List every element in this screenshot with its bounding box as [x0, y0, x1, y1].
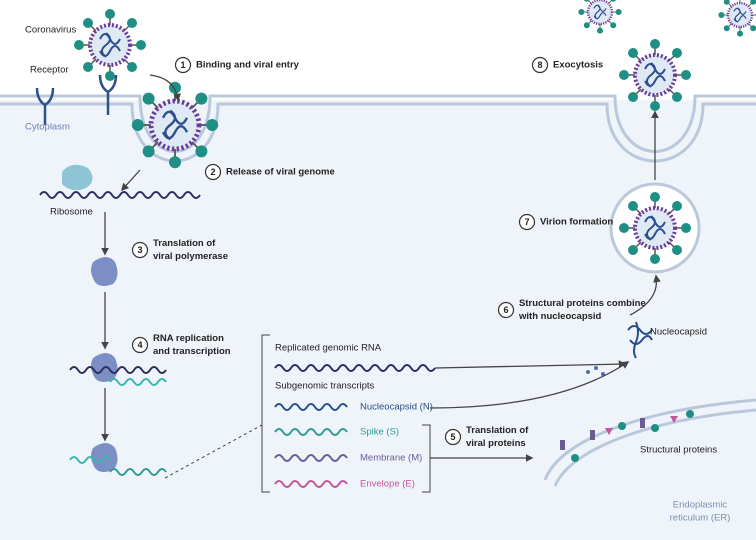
- rna: [109, 468, 167, 476]
- label: Structural proteins: [640, 445, 717, 456]
- step-circle: [131, 241, 149, 259]
- transcript-label: Spike (S): [360, 427, 399, 438]
- label: Coronavirus: [25, 25, 76, 36]
- label: Ribosome: [50, 207, 93, 218]
- receptors: [35, 74, 118, 125]
- step-circle: [174, 56, 192, 74]
- transcript-label: Nucleocapsid (N): [360, 402, 433, 413]
- dots: [586, 366, 605, 376]
- step-text: Binding and viral entry: [196, 60, 300, 71]
- step-circle: [444, 428, 462, 446]
- step-circle: [204, 163, 222, 181]
- step-number: 7: [524, 217, 529, 227]
- step-text: Virion formation: [540, 217, 613, 228]
- step-number: 8: [537, 60, 542, 70]
- step-number: 6: [503, 305, 508, 315]
- step-text: viral polymerase: [153, 251, 228, 262]
- rna: [109, 378, 167, 386]
- label: Nucleocapsid: [650, 327, 707, 338]
- step-number: 3: [137, 245, 142, 255]
- step-text: RNA replication: [153, 333, 224, 344]
- label: Subgenomic transcripts: [275, 381, 375, 392]
- step-text: Release of viral genome: [226, 167, 335, 178]
- rna: [39, 191, 201, 199]
- transcript-wave: [274, 403, 348, 411]
- label: Receptor: [30, 65, 69, 76]
- step-circle: [131, 336, 149, 354]
- step-text: Translation of: [466, 425, 529, 436]
- transcript-wave: [274, 428, 348, 436]
- step-text: viral proteins: [466, 438, 526, 449]
- step-circle: [497, 301, 515, 319]
- arrows: [101, 74, 661, 493]
- step-number: 1: [180, 60, 185, 70]
- rna: [69, 456, 111, 464]
- er-proteins: [560, 410, 694, 462]
- dynamic: Nucleocapsid (N) Spike (S) Membrane (M) Env…: [39, 56, 646, 490]
- step-text: Exocytosis: [553, 60, 603, 71]
- rna: [274, 364, 436, 372]
- step-text: Structural proteins combine: [519, 298, 646, 309]
- transcript-label: Envelope (E): [360, 479, 415, 490]
- label: Endoplasmic: [673, 500, 728, 511]
- step-number: 2: [210, 167, 215, 177]
- er-membrane: [543, 398, 756, 487]
- nucleocapsid-cluster: [627, 321, 653, 359]
- label: Replicated genomic RNA: [275, 343, 382, 354]
- step-number: 4: [137, 340, 142, 350]
- step-number: 5: [450, 432, 455, 442]
- step-text: and transcription: [153, 346, 231, 357]
- cytoplasm-bg: [0, 100, 756, 540]
- step-text: Translation of: [153, 238, 216, 249]
- step-text: with nucleocapsid: [518, 311, 602, 322]
- step-circle: [531, 56, 549, 74]
- transcript-wave: [274, 480, 348, 488]
- ribosome: [62, 164, 93, 191]
- transcript-label: Membrane (M): [360, 453, 422, 464]
- label: reticulum (ER): [670, 513, 731, 524]
- step-circle: [518, 213, 536, 231]
- transcript-wave: [274, 454, 348, 462]
- label: Cytoplasm: [25, 122, 70, 133]
- rna: [69, 366, 167, 374]
